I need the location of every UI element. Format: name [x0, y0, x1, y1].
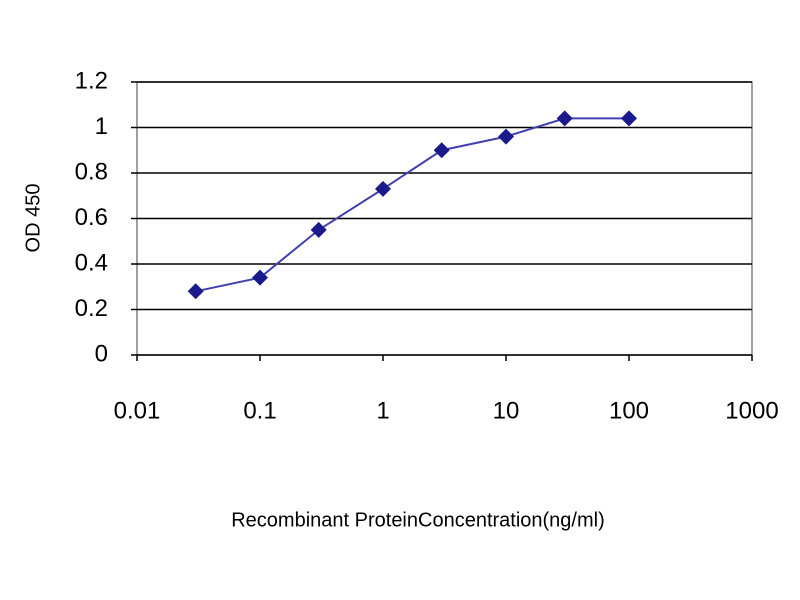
y-tick-label: 0.2: [75, 295, 108, 322]
y-tick-label: 0.4: [75, 249, 108, 276]
data-marker: [621, 110, 637, 127]
x-tick-label: 1: [376, 397, 389, 424]
x-axis-title: Recombinant ProteinConcentration(ng/ml): [231, 509, 605, 531]
x-tick-label: 100: [609, 397, 649, 424]
data-marker: [433, 142, 450, 159]
x-tick-label: 0.01: [114, 397, 161, 424]
y-tick-label: 0.8: [75, 158, 108, 185]
x-tick-label: 1000: [725, 397, 778, 424]
y-tick-label: 1.2: [75, 67, 108, 94]
data-marker: [375, 180, 391, 197]
x-tick-label: 0.1: [243, 397, 276, 424]
data-marker: [187, 283, 204, 300]
data-marker: [252, 269, 268, 286]
data-marker: [556, 110, 573, 127]
data-line: [195, 117, 629, 293]
x-tick-label: 10: [493, 397, 520, 424]
data-marker: [310, 221, 327, 238]
y-tick-label: 1: [95, 113, 108, 140]
y-tick-label: 0: [95, 340, 108, 367]
y-tick-label: 0.6: [75, 204, 108, 231]
y-axis-title: OD 450: [22, 184, 44, 253]
data-marker: [498, 128, 514, 145]
